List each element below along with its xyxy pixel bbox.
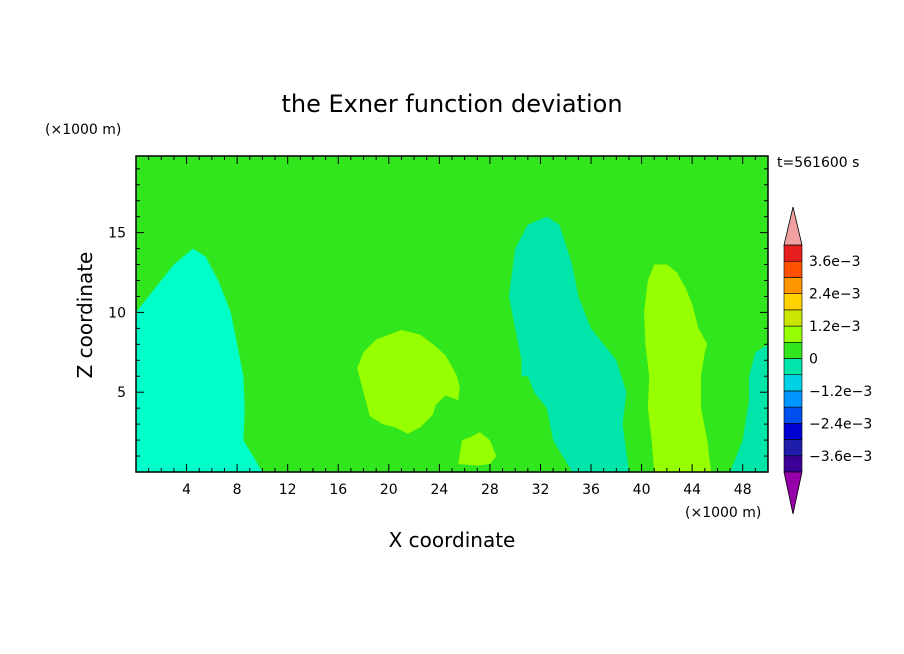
colorbar-over-arrow bbox=[783, 206, 803, 246]
x-tick-label: 8 bbox=[233, 482, 242, 498]
contour-region-6 bbox=[644, 264, 712, 472]
colorbar-swatch bbox=[783, 309, 803, 327]
x-tick-label: 4 bbox=[182, 482, 191, 498]
contour-region-3 bbox=[508, 216, 629, 472]
colorbar-tick-label: −2.4e−3 bbox=[809, 416, 872, 432]
x-unit-label: (×1000 m) bbox=[685, 505, 761, 521]
x-tick-label: 36 bbox=[582, 482, 600, 498]
y-unit-label: (×1000 m) bbox=[45, 122, 121, 138]
colorbar-swatch bbox=[783, 455, 803, 473]
colorbar-tick-label: −3.6e−3 bbox=[809, 449, 872, 465]
x-axis: 4 8 12 16 20 24 28 32 36 40 44 48 bbox=[148, 156, 756, 498]
x-axis-title: X coordinate bbox=[389, 528, 516, 552]
colorbar-swatch bbox=[783, 374, 803, 392]
colorbar-swatch bbox=[783, 277, 803, 294]
x-tick-label: 28 bbox=[481, 482, 499, 498]
x-tick-label: 40 bbox=[633, 482, 651, 498]
colorbar-swatch bbox=[783, 325, 803, 343]
colorbar-swatch bbox=[783, 260, 803, 278]
x-tick-label: 12 bbox=[279, 482, 297, 498]
y-axis: 5 10 15 bbox=[108, 168, 768, 457]
contour-region-0 bbox=[136, 248, 263, 472]
x-tick-label: 20 bbox=[380, 482, 398, 498]
colorbar-swatch bbox=[783, 358, 803, 376]
colorbar-under-arrow bbox=[783, 471, 803, 515]
y-tick-label: 15 bbox=[108, 226, 126, 242]
colorbar-tick-label: 0 bbox=[809, 352, 818, 368]
colorbar-tick-label: −1.2e−3 bbox=[809, 384, 872, 400]
colorbar-swatch bbox=[783, 439, 803, 457]
y-tick-label: 10 bbox=[108, 305, 126, 321]
x-tick-label: 16 bbox=[329, 482, 347, 498]
contour-region-5 bbox=[458, 432, 497, 466]
colorbar-swatch bbox=[783, 341, 803, 359]
colorbar-swatch bbox=[783, 293, 803, 311]
x-tick-label: 24 bbox=[430, 482, 448, 498]
plot-area bbox=[136, 156, 768, 472]
x-tick-label: 48 bbox=[734, 482, 752, 498]
y-tick-label: 5 bbox=[117, 385, 126, 401]
chart-title: the Exner function deviation bbox=[281, 90, 622, 118]
contour-region-1 bbox=[730, 344, 768, 472]
colorbar-tick-label: 2.4e−3 bbox=[809, 287, 861, 303]
colorbar-swatch bbox=[783, 423, 803, 440]
x-tick-label: 32 bbox=[532, 482, 550, 498]
colorbar-tick-label: 1.2e−3 bbox=[809, 319, 861, 335]
time-label: t=561600 s bbox=[777, 155, 859, 171]
colorbar-swatch bbox=[783, 390, 803, 408]
colorbar-swatch bbox=[783, 406, 803, 424]
colorbar: 3.6e−3 2.4e−3 1.2e−3 0 −1.2e−3 −2.4e−3 −3.6e−3 bbox=[783, 206, 872, 515]
colorbar-tick-label: 3.6e−3 bbox=[809, 254, 861, 270]
x-tick-label: 44 bbox=[683, 482, 701, 498]
y-axis-title: Z coordinate bbox=[73, 252, 97, 379]
contour-region-4 bbox=[357, 330, 460, 434]
colorbar-swatch bbox=[783, 244, 803, 262]
